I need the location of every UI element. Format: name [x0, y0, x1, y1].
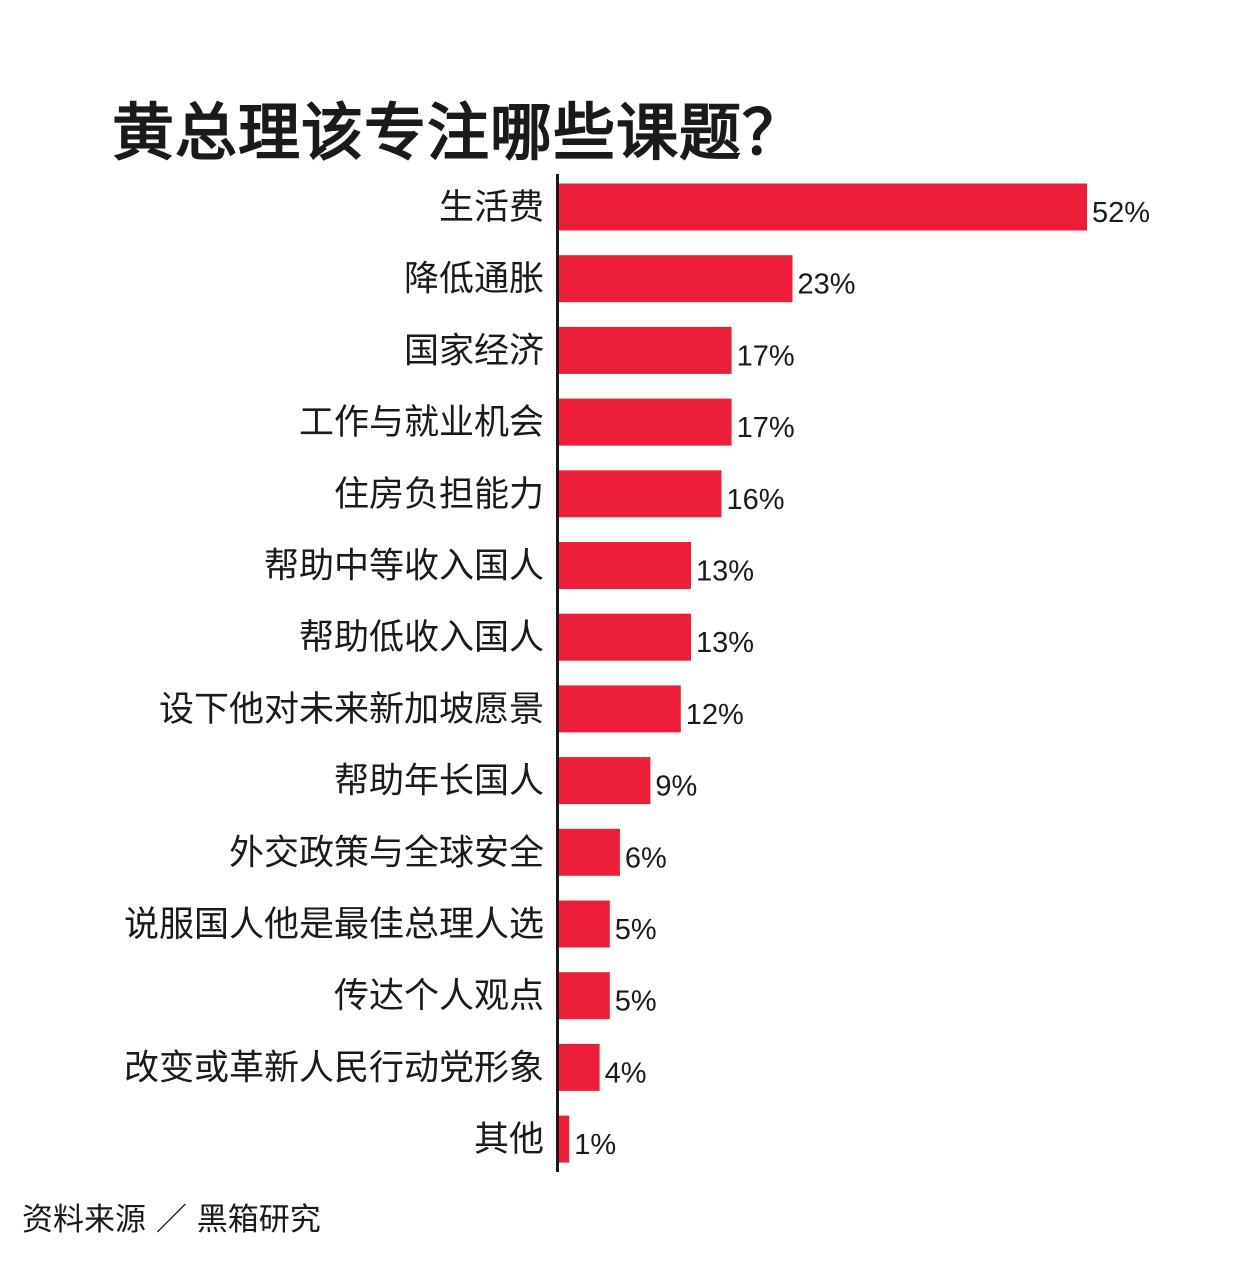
category-labels-group: 生活费降低通胀国家经济工作与就业机会住房负担能力帮助中等收入国人帮助低收入国人设…	[124, 188, 544, 1160]
chart-title: 黄总理该专注哪些课题？	[112, 96, 806, 169]
category-label: 说服国人他是最佳总理人选	[124, 905, 544, 945]
category-label: 其他	[474, 1120, 544, 1160]
value-labels-group: 52% 23% 17% 17% 16% 13% 13% 12% 9% 6% 5% 5% 4% 1%	[574, 197, 1150, 1161]
bar	[559, 470, 722, 518]
bar	[559, 183, 1087, 231]
bar	[559, 542, 691, 589]
bar	[559, 255, 793, 303]
value-label: 17%	[737, 412, 795, 444]
bar	[559, 828, 620, 876]
value-label: 1%	[574, 1129, 616, 1161]
category-label: 改变或革新人民行动党形象	[124, 1048, 544, 1088]
value-label: 16%	[727, 484, 785, 516]
category-label: 外交政策与全球安全	[229, 833, 544, 873]
value-label: 4%	[605, 1057, 647, 1089]
category-label: 国家经济	[404, 331, 544, 371]
category-label: 传达个人观点	[334, 977, 544, 1017]
bar	[559, 757, 651, 805]
bar	[559, 972, 610, 1020]
bar	[559, 398, 732, 446]
source-note: 资料来源 ／ 黑箱研究	[22, 1202, 321, 1238]
category-label: 帮助低收入国人	[299, 618, 544, 658]
value-label: 52%	[1092, 197, 1150, 229]
value-label: 13%	[696, 556, 754, 588]
value-label: 9%	[655, 771, 697, 803]
value-label: 13%	[696, 627, 754, 659]
bar	[559, 1043, 600, 1091]
bar	[559, 900, 610, 948]
category-label: 降低通胀	[404, 260, 544, 300]
category-label: 工作与就业机会	[299, 403, 544, 443]
category-label: 生活费	[439, 188, 544, 228]
category-label: 设下他对未来新加坡愿景	[159, 690, 544, 730]
value-label: 23%	[798, 269, 856, 301]
bar	[559, 613, 691, 661]
bars-group	[559, 183, 1087, 1163]
category-label: 帮助年长国人	[334, 762, 544, 802]
bar	[559, 1115, 570, 1163]
value-label: 12%	[686, 699, 744, 731]
value-label: 5%	[615, 986, 657, 1018]
bar	[559, 685, 681, 733]
value-label: 17%	[737, 340, 795, 372]
bar	[559, 326, 732, 374]
category-label: 帮助中等收入国人	[264, 547, 544, 587]
category-label: 住房负担能力	[334, 475, 544, 515]
value-label: 6%	[625, 842, 667, 874]
value-label: 5%	[615, 914, 657, 946]
